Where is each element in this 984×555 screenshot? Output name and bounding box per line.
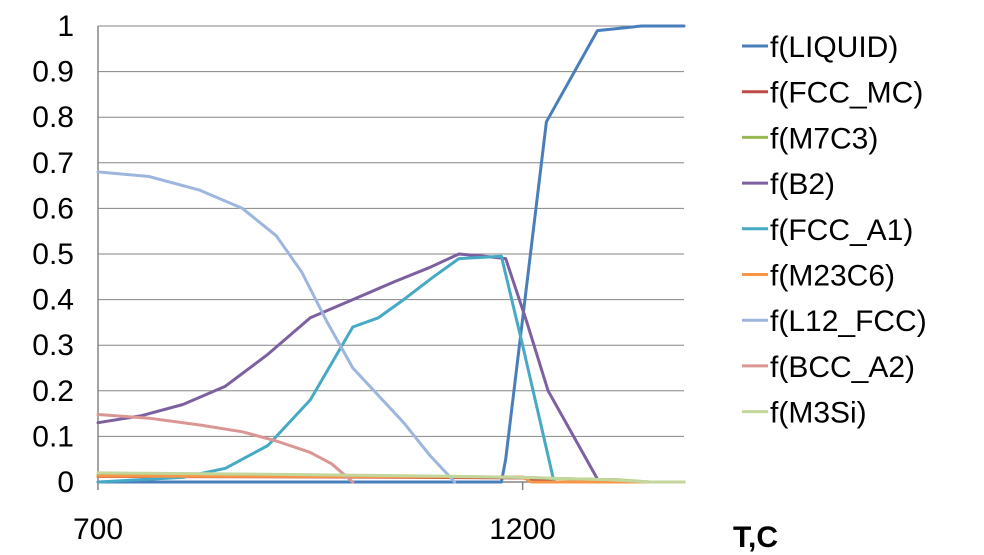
series-line — [96, 471, 686, 484]
x-axis-tick-labels: 700 1200 — [73, 513, 556, 546]
plot-lines — [96, 24, 686, 484]
y-tick-label: 1 — [57, 10, 74, 43]
legend-label: f(FCC_MC) — [770, 77, 923, 110]
gridlines — [98, 25, 684, 437]
y-tick-label: 0.7 — [32, 147, 74, 180]
legend-label: f(LIQUID) — [770, 31, 898, 64]
y-tick-label: 0.8 — [32, 101, 74, 134]
legend-label: f(M23C6) — [770, 260, 895, 293]
y-tick-label: 0 — [57, 466, 74, 499]
legend-label: f(BCC_A2) — [770, 351, 915, 384]
series-line — [96, 24, 686, 484]
series-line — [96, 254, 686, 484]
x-tick-label: 700 — [73, 513, 123, 546]
y-tick-label: 0.4 — [32, 284, 74, 317]
y-tick-label: 0.5 — [32, 238, 74, 271]
axes — [97, 26, 684, 490]
y-tick-label: 0.3 — [32, 329, 74, 362]
legend-label: f(B2) — [770, 168, 835, 201]
y-tick-label: 0.1 — [32, 420, 74, 453]
x-axis-title: T,C — [733, 521, 778, 554]
series-line — [96, 413, 355, 484]
legend: f(LIQUID) f(FCC_MC) f(M7C3) f(B2) f(FCC_A1)f… — [742, 31, 927, 430]
y-axis-tick-labels: 0 0.1 0.2 0.3 0.4 0.5 0.6 0.7 0.8 0.9 1 — [32, 10, 74, 499]
legend-label: f(L12_FCC) — [770, 305, 927, 338]
x-tick-label: 1200 — [489, 513, 556, 546]
series-line — [96, 170, 457, 484]
y-tick-label: 0.2 — [32, 375, 74, 408]
legend-label: f(M3Si) — [770, 397, 867, 430]
y-tick-label: 0.6 — [32, 192, 74, 225]
legend-label: f(M7C3) — [770, 122, 878, 155]
series-line — [96, 252, 601, 484]
legend-label: f(FCC_A1) — [770, 214, 913, 247]
y-tick-label: 0.9 — [32, 56, 74, 89]
